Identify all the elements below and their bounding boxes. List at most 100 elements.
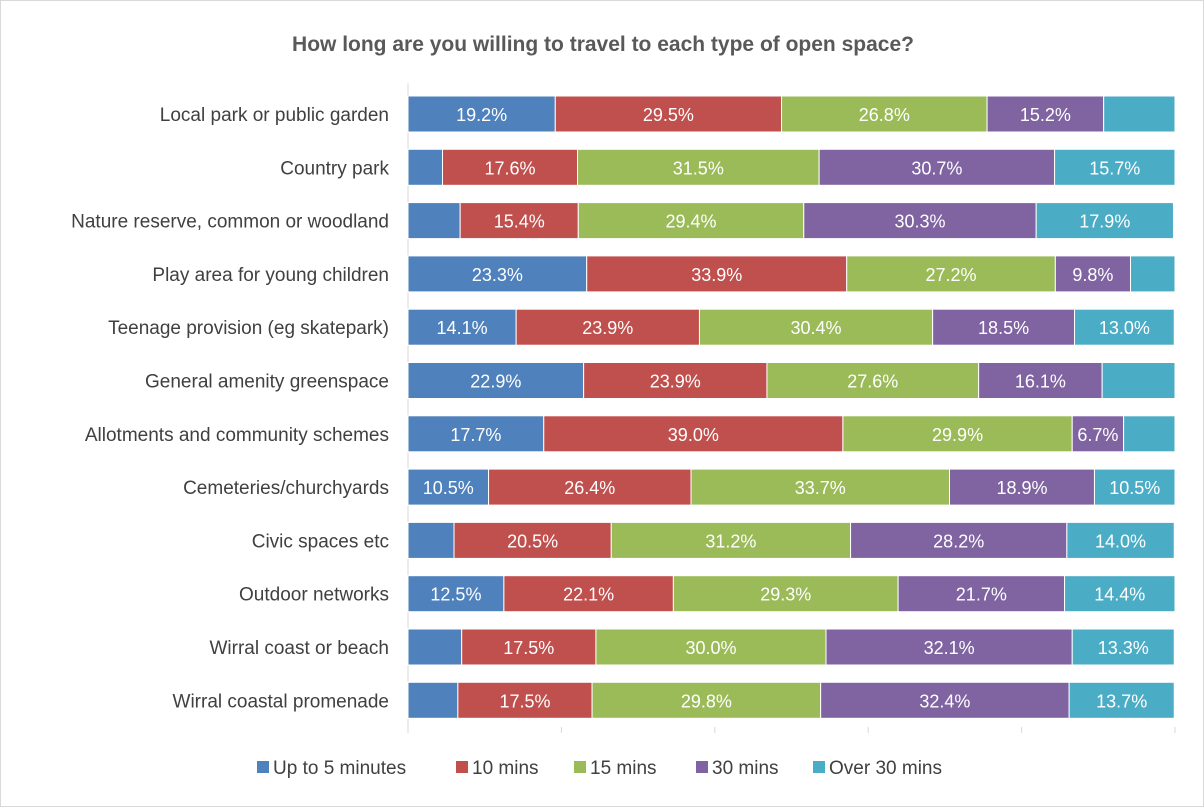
data-label: 9.8% bbox=[1072, 265, 1113, 285]
data-label: 6.7% bbox=[1077, 425, 1118, 445]
bar-segment bbox=[1093, 468, 1176, 506]
category-label: Outdoor networks bbox=[239, 585, 389, 606]
category-label: Play area for young children bbox=[152, 265, 389, 286]
bar-segment bbox=[407, 415, 545, 453]
bar-segment bbox=[407, 148, 444, 186]
bar-segment bbox=[986, 95, 1105, 133]
bar-segment bbox=[1103, 95, 1176, 133]
bar-segment bbox=[1071, 415, 1125, 453]
bar-segment bbox=[690, 468, 951, 506]
data-label: 16.1% bbox=[1015, 372, 1066, 392]
category-labels: Local park or public garden Country park N… bbox=[71, 105, 389, 712]
category-label: Wirral coast or beach bbox=[209, 638, 389, 659]
bar-segment bbox=[407, 468, 490, 506]
bar-segment bbox=[842, 415, 1073, 453]
data-label: 39.0% bbox=[668, 425, 719, 445]
data-label: 29.8% bbox=[681, 691, 732, 711]
data-label: 29.4% bbox=[665, 212, 716, 232]
legend-label: 10 mins bbox=[472, 758, 539, 779]
data-label: 28.2% bbox=[933, 531, 984, 551]
data-label: 13.3% bbox=[1098, 638, 1149, 658]
bar-segment bbox=[595, 628, 827, 666]
bar-segment bbox=[407, 255, 588, 293]
data-label: 30.0% bbox=[685, 638, 736, 658]
data-label: 13.7% bbox=[1096, 691, 1147, 711]
data-label: 30.3% bbox=[894, 212, 945, 232]
data-label: 31.2% bbox=[705, 531, 756, 551]
axis-group bbox=[407, 83, 1176, 733]
bar-segment bbox=[820, 681, 1070, 719]
bar-segment bbox=[407, 628, 463, 666]
bar-segment bbox=[591, 681, 822, 719]
bar-segment bbox=[407, 575, 505, 613]
category-label: General amenity greenspace bbox=[145, 372, 389, 393]
bar-segment bbox=[978, 362, 1103, 399]
data-label: 17.5% bbox=[503, 638, 554, 658]
data-label: 20.5% bbox=[507, 531, 558, 551]
bars-group: 19.2% 29.5% 26.8% 15.2% 17.6% 31.5% 30.7% 15.7%… bbox=[407, 95, 1176, 719]
bar-segment bbox=[1035, 202, 1174, 240]
data-label: 12.5% bbox=[430, 585, 481, 605]
data-label: 10.5% bbox=[1109, 478, 1160, 498]
bar-segment bbox=[1071, 628, 1175, 666]
bar-segment bbox=[610, 521, 852, 559]
data-label: 14.4% bbox=[1094, 585, 1145, 605]
bar-segment bbox=[1064, 575, 1176, 613]
bar-segment bbox=[1054, 255, 1132, 293]
data-label: 15.2% bbox=[1020, 105, 1071, 125]
data-label: 23.9% bbox=[650, 372, 701, 392]
data-label: 18.5% bbox=[978, 318, 1029, 338]
data-label: 15.4% bbox=[494, 212, 545, 232]
data-label: 30.4% bbox=[791, 318, 842, 338]
bar-segment bbox=[407, 308, 517, 346]
bar-segment bbox=[803, 202, 1037, 240]
data-label: 21.7% bbox=[956, 585, 1007, 605]
bar-segment bbox=[1101, 362, 1176, 399]
data-label: 19.2% bbox=[456, 105, 507, 125]
data-label: 23.3% bbox=[472, 265, 523, 285]
chart-title: How long are you willing to travel to ea… bbox=[292, 33, 914, 56]
category-label: Wirral coastal promenade bbox=[173, 691, 389, 712]
data-label: 29.9% bbox=[932, 425, 983, 445]
data-label: 29.3% bbox=[760, 585, 811, 605]
bar-segment bbox=[1054, 148, 1176, 186]
bar-segment bbox=[698, 308, 934, 346]
bar-segment bbox=[1123, 415, 1176, 453]
legend-label: 30 mins bbox=[712, 758, 779, 779]
bar-segment bbox=[672, 575, 899, 613]
bar-segment bbox=[766, 362, 980, 399]
data-label: 22.1% bbox=[563, 585, 614, 605]
data-label: 10.5% bbox=[423, 478, 474, 498]
data-label: 18.9% bbox=[996, 478, 1047, 498]
bar-segment bbox=[503, 575, 674, 613]
bar-segment bbox=[781, 95, 988, 133]
bar-segment bbox=[897, 575, 1066, 613]
data-label: 15.7% bbox=[1089, 158, 1140, 178]
data-label: 33.7% bbox=[795, 478, 846, 498]
data-label: 26.4% bbox=[564, 478, 615, 498]
category-label: Allotments and community schemes bbox=[85, 425, 389, 446]
data-label: 22.9% bbox=[470, 372, 521, 392]
bar-segment bbox=[1130, 255, 1176, 293]
category-label: Nature reserve, common or woodland bbox=[71, 212, 389, 233]
bar-segment bbox=[586, 255, 848, 293]
bar-segment bbox=[407, 95, 556, 133]
legend: Up to 5 minutes 10 mins 15 mins 30 mins Over… bbox=[257, 758, 942, 779]
data-label: 31.5% bbox=[673, 158, 724, 178]
data-label: 17.6% bbox=[484, 158, 535, 178]
bar-segment bbox=[1066, 521, 1175, 559]
bar-segment bbox=[850, 521, 1068, 559]
data-label: 13.0% bbox=[1099, 318, 1150, 338]
category-label: Country park bbox=[280, 158, 389, 179]
data-label: 32.1% bbox=[924, 638, 975, 658]
category-label: Teenage provision (eg skatepark) bbox=[108, 318, 389, 339]
legend-swatch bbox=[813, 761, 825, 773]
bar-segment bbox=[442, 148, 579, 186]
bar-segment bbox=[583, 362, 768, 399]
bar-segment bbox=[949, 468, 1095, 506]
category-label: Civic spaces etc bbox=[252, 531, 389, 552]
data-label: 27.2% bbox=[926, 265, 977, 285]
category-label: Local park or public garden bbox=[160, 105, 389, 126]
legend-swatch bbox=[456, 761, 468, 773]
